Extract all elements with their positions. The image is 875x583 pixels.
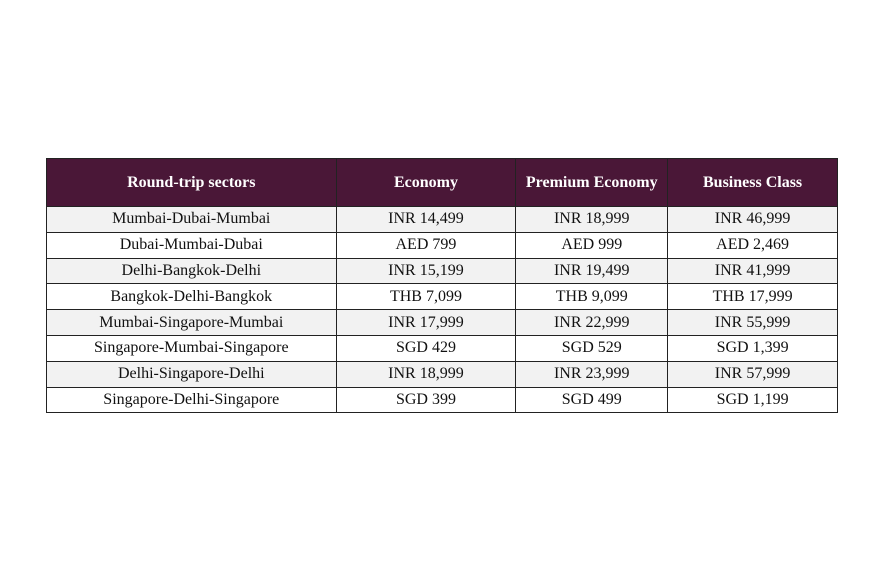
table-cell: INR 22,999 bbox=[515, 309, 669, 336]
header-cell: Round-trip sectors bbox=[46, 158, 337, 207]
table-cell: AED 999 bbox=[515, 231, 669, 259]
table-cell: THB 7,099 bbox=[335, 283, 517, 311]
header-cell: Economy bbox=[335, 158, 517, 207]
table-cell: INR 18,999 bbox=[335, 360, 517, 388]
table-cell: Mumbai-Dubai-Mumbai bbox=[46, 206, 337, 233]
table-cell: INR 46,999 bbox=[667, 206, 838, 233]
table-cell: INR 23,999 bbox=[515, 360, 669, 388]
table-cell: Mumbai-Singapore-Mumbai bbox=[46, 309, 337, 336]
table-cell: INR 14,499 bbox=[335, 206, 517, 233]
table-cell: INR 19,499 bbox=[515, 257, 669, 285]
table-row: Delhi-Bangkok-Delhi INR 15,199 INR 19,499 I… bbox=[46, 257, 838, 285]
table-cell: SGD 1,199 bbox=[667, 386, 838, 414]
table-cell: AED 799 bbox=[335, 231, 517, 259]
table-cell: Delhi-Bangkok-Delhi bbox=[46, 257, 337, 285]
table-row: Singapore-Delhi-Singapore SGD 399 SGD 499 S… bbox=[46, 386, 838, 414]
table-cell: SGD 1,399 bbox=[667, 334, 838, 362]
table-cell: SGD 529 bbox=[515, 334, 669, 362]
table-cell: AED 2,469 bbox=[667, 231, 838, 259]
table-cell: THB 17,999 bbox=[667, 283, 838, 311]
table-cell: INR 17,999 bbox=[335, 309, 517, 336]
table-body: Mumbai-Dubai-Mumbai INR 14,499 INR 18,999 I… bbox=[46, 206, 838, 414]
fare-table: Round-trip sectors Economy Premium Economy… bbox=[46, 158, 838, 414]
table-row: Singapore-Mumbai-Singapore SGD 429 SGD 529… bbox=[46, 334, 838, 362]
table-cell: Singapore-Mumbai-Singapore bbox=[46, 334, 337, 362]
header-cell: Premium Economy bbox=[515, 158, 669, 207]
table-cell: Delhi-Singapore-Delhi bbox=[46, 360, 337, 388]
header-row: Round-trip sectors Economy Premium Economy… bbox=[46, 158, 838, 207]
table-cell: Singapore-Delhi-Singapore bbox=[46, 386, 337, 414]
table-cell: INR 41,999 bbox=[667, 257, 838, 285]
table-row: Bangkok-Delhi-Bangkok THB 7,099 THB 9,099 T… bbox=[46, 283, 838, 311]
table-cell: INR 57,999 bbox=[667, 360, 838, 388]
table-cell: INR 18,999 bbox=[515, 206, 669, 233]
table-cell: INR 15,199 bbox=[335, 257, 517, 285]
table-cell: SGD 499 bbox=[515, 386, 669, 414]
table-cell: Bangkok-Delhi-Bangkok bbox=[46, 283, 337, 311]
table-row: Dubai-Mumbai-Dubai AED 799 AED 999 AED 2,46… bbox=[46, 231, 838, 259]
table-cell: THB 9,099 bbox=[515, 283, 669, 311]
table-row: Delhi-Singapore-Delhi INR 18,999 INR 23,99… bbox=[46, 360, 838, 388]
table-cell: INR 55,999 bbox=[667, 309, 838, 336]
table-row: Mumbai-Singapore-Mumbai INR 17,999 INR 22,… bbox=[46, 309, 838, 336]
table-row: Mumbai-Dubai-Mumbai INR 14,499 INR 18,999 I… bbox=[46, 206, 838, 233]
table-cell: Dubai-Mumbai-Dubai bbox=[46, 231, 337, 259]
header-cell: Business Class bbox=[667, 158, 838, 207]
table-cell: SGD 399 bbox=[335, 386, 517, 414]
table-cell: SGD 429 bbox=[335, 334, 517, 362]
